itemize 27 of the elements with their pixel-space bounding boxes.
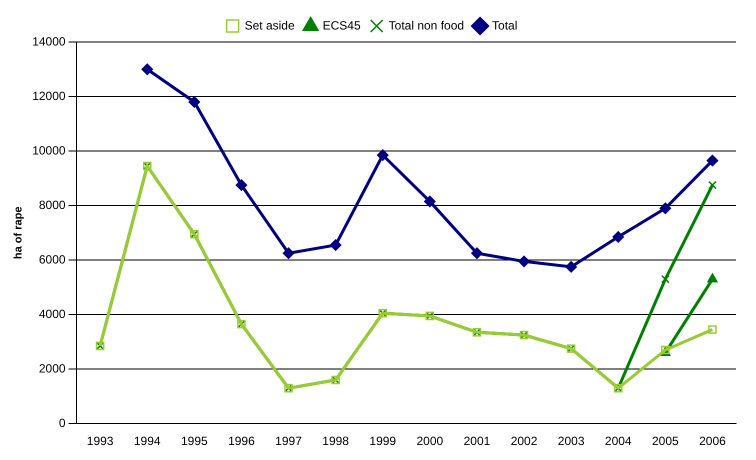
y-tick-label: 12000	[32, 88, 66, 103]
x-tick-label: 2003	[558, 434, 585, 448]
x-tick-label: 1997	[275, 434, 302, 448]
x-tick-label: 1994	[134, 434, 161, 448]
x-tick-label: 2002	[510, 434, 538, 448]
y-tick-label: 8000	[38, 198, 66, 212]
x-tick-label: 1993	[86, 434, 114, 448]
x-tick-label: 2001	[464, 434, 491, 448]
y-tick-label: 6000	[38, 252, 66, 266]
x-tick-label: 1996	[228, 434, 256, 448]
legend-label: Set aside	[244, 18, 295, 32]
y-axis-title: ha of rape	[12, 206, 25, 260]
x-tick-label: 1998	[322, 434, 350, 448]
x-tick-label: 2000	[416, 434, 444, 448]
x-tick-label: 2006	[699, 434, 726, 448]
x-tick-label: 1999	[369, 434, 396, 448]
legend-label: ECS45	[322, 18, 361, 32]
y-tick-label: 2000	[38, 361, 66, 376]
y-tick-label: 0	[58, 416, 66, 430]
x-tick-label: 2004	[604, 434, 632, 448]
legend-label: Total	[492, 18, 518, 32]
y-tick-label: 14000	[32, 34, 66, 48]
x-tick-label: 2005	[652, 434, 680, 448]
legend-label: Total non food	[388, 18, 464, 32]
y-tick-label: 4000	[38, 306, 66, 321]
y-tick-label: 10000	[32, 143, 66, 158]
x-tick-label: 1995	[180, 434, 208, 448]
